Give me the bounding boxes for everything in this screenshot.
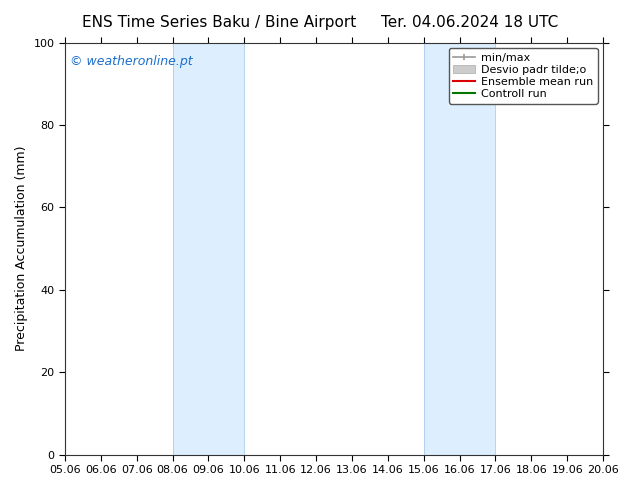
Bar — [172, 43, 244, 455]
Bar — [424, 43, 496, 455]
Text: Ter. 04.06.2024 18 UTC: Ter. 04.06.2024 18 UTC — [380, 15, 558, 30]
Text: © weatheronline.pt: © weatheronline.pt — [70, 55, 193, 68]
Text: ENS Time Series Baku / Bine Airport: ENS Time Series Baku / Bine Airport — [82, 15, 357, 30]
Legend: min/max, Desvio padr tilde;o, Ensemble mean run, Controll run: min/max, Desvio padr tilde;o, Ensemble m… — [449, 48, 598, 104]
Y-axis label: Precipitation Accumulation (mm): Precipitation Accumulation (mm) — [15, 146, 28, 351]
